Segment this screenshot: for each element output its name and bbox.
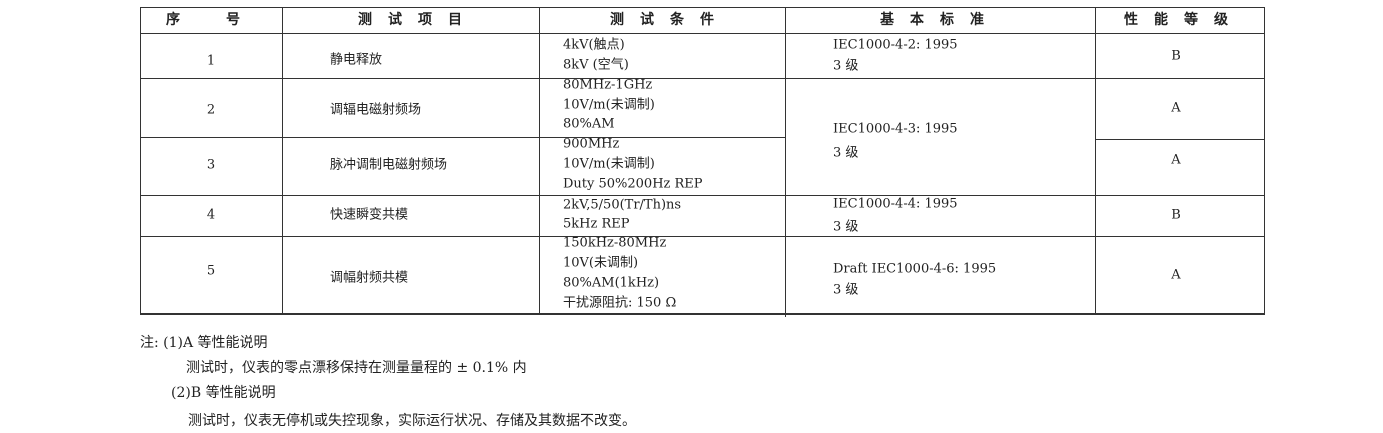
test-item: 快速瞬变共模 <box>330 207 409 223</box>
header-divider <box>140 33 1265 34</box>
grade: A <box>1171 152 1181 168</box>
row-divider <box>140 78 1265 79</box>
table-border-top <box>140 7 1265 8</box>
header-standard: 基本标准 <box>880 12 1000 28</box>
test-condition: 干扰源阻抗: 150 Ω <box>563 295 677 311</box>
test-item: 调幅射频共模 <box>330 270 409 286</box>
row-divider <box>140 195 1265 196</box>
note-heading-b: (2)B 等性能说明 <box>171 385 276 401</box>
test-condition: 900MHz <box>563 136 620 152</box>
standard-level: 3 级 <box>833 282 859 298</box>
header-conditions: 测试条件 <box>610 12 730 28</box>
test-condition: 10V/m(未调制) <box>563 97 655 113</box>
note-heading-a: 注: (1)A 等性能说明 <box>140 335 268 351</box>
standard-level: 3 级 <box>833 58 859 74</box>
row-divider <box>140 236 1265 237</box>
standard: IEC1000-4-2: 1995 <box>833 37 958 53</box>
test-condition: 80MHz-1GHz <box>563 77 653 93</box>
row-divider <box>140 137 785 138</box>
grade: B <box>1171 48 1181 64</box>
test-condition: 10V/m(未调制) <box>563 156 655 172</box>
header-item: 测试项目 <box>358 12 478 28</box>
header-grade: 性能等级 <box>1124 12 1244 28</box>
row-number: 4 <box>206 207 216 223</box>
col-line <box>785 7 786 317</box>
standard: IEC1000-4-3: 1995 <box>833 121 958 137</box>
test-item: 调辐电磁射频场 <box>330 102 422 118</box>
col-line <box>282 7 283 314</box>
grade: A <box>1171 267 1181 283</box>
standard-level: 3 级 <box>833 145 859 161</box>
standard: IEC1000-4-4: 1995 <box>833 196 958 212</box>
test-condition: 4kV(触点) <box>563 37 625 53</box>
test-condition: 10V(未调制) <box>563 255 639 271</box>
row-number: 2 <box>206 102 216 118</box>
col-line <box>1095 7 1096 314</box>
row-number: 3 <box>206 157 216 173</box>
test-condition: Duty 50%200Hz REP <box>563 176 703 192</box>
test-item: 脉冲调制电磁射频场 <box>330 157 448 173</box>
note-text-a: 测试时，仪表的零点漂移保持在测量量程的 ± 0.1% 内 <box>186 360 527 376</box>
col-line <box>140 7 141 314</box>
header-no: 序 号 <box>166 12 256 28</box>
row-number: 1 <box>206 53 216 69</box>
test-condition: 5kHz REP <box>563 216 630 232</box>
standard-level: 3 级 <box>833 219 859 235</box>
test-condition: 80%AM <box>563 116 615 132</box>
test-condition: 80%AM(1kHz) <box>563 275 660 291</box>
row-number: 5 <box>206 263 216 279</box>
row-divider <box>1095 139 1265 140</box>
grade: B <box>1171 207 1181 223</box>
test-condition: 8kV (空气) <box>563 57 629 73</box>
note-text-b: 测试时，仪表无停机或失控现象，实际运行状况、存储及其数据不改变。 <box>188 413 636 429</box>
col-line <box>539 7 540 314</box>
test-condition: 150kHz-80MHz <box>563 235 667 251</box>
standard: Draft IEC1000-4-6: 1995 <box>833 261 997 277</box>
grade: A <box>1171 100 1181 116</box>
test-condition: 2kV,5/50(Tr/Th)ns <box>563 197 682 213</box>
test-item: 静电释放 <box>330 52 383 68</box>
table-border-bottom <box>140 313 1265 315</box>
col-line <box>1264 7 1265 314</box>
